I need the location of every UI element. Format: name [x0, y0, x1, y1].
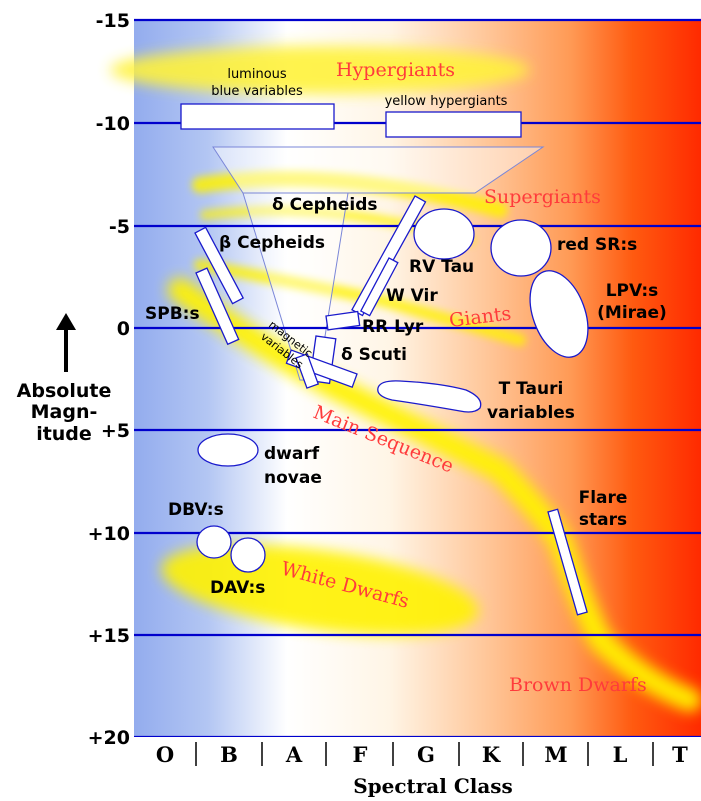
x-class-label: M [544, 742, 567, 767]
y-axis-label-1: Absolute [17, 380, 112, 402]
delta-scuti-label: δ Scuti [341, 345, 407, 365]
lbv-label-1: luminous [227, 67, 287, 82]
spb-label: SPB:s [145, 304, 200, 324]
x-class-label: A [285, 742, 303, 767]
x-class-label: G [417, 742, 435, 767]
w-vir-bar [359, 257, 399, 317]
t-tauri-shape [377, 380, 482, 413]
y-tick: 0 [117, 318, 130, 340]
x-axis-label: Spectral Class [353, 774, 513, 798]
t-tauri-label-2: variables [487, 403, 575, 423]
t-tauri-label-1: T Tauri [499, 379, 564, 399]
yellow-hypergiants-label: yellow hypergiants [385, 94, 508, 109]
dwarf-novae-ellipse [197, 433, 259, 467]
y-tick: -15 [96, 10, 130, 32]
variable-regions [180, 103, 589, 616]
w-vir-label: W Vir [386, 286, 438, 306]
y-tick: -10 [96, 113, 130, 135]
lbv-label-2: blue variables [211, 84, 303, 99]
yellow-hypergiant-box [385, 111, 522, 138]
x-class-label: T [672, 742, 688, 767]
lpv-ellipse [529, 270, 589, 358]
rv-tau-ellipse [413, 208, 475, 260]
x-axis-classes: O B A F G K M L T [156, 742, 688, 767]
dwarf-novae-label-1: dwarf [264, 444, 320, 464]
rr-lyr-label: RR Lyr [362, 317, 424, 337]
dbv-label: DBV:s [168, 500, 224, 520]
x-axis-dividers [195, 742, 654, 766]
y-axis-label-2: Magn- [31, 401, 98, 423]
lpv-label-2: (Mirae) [597, 303, 667, 323]
flare-star-bar [547, 508, 588, 616]
brown-dwarfs-label: Brown Dwarfs [509, 674, 647, 696]
y-axis-arrow [56, 313, 76, 372]
lbv-box [180, 103, 335, 130]
spb-bar [195, 267, 240, 346]
supergiant-band [192, 170, 508, 218]
red-sr-label: red SR:s [557, 235, 637, 255]
stellar-bands [110, 46, 701, 712]
instability-strip [212, 146, 545, 194]
y-axis-label-3: itude [36, 423, 92, 445]
y-tick: +20 [88, 727, 130, 749]
rv-tau-label: RV Tau [409, 257, 474, 277]
supergiants-label: Supergiants [484, 186, 601, 208]
dav-label: DAV:s [210, 578, 265, 598]
dbv-ellipse [196, 525, 232, 559]
dwarf-novae-label-2: novae [264, 468, 322, 488]
beta-cepheids-label: β Cepheids [219, 233, 325, 253]
y-tick: +5 [101, 420, 130, 442]
dav-ellipse [230, 537, 266, 573]
beta-cepheid-bar [194, 226, 245, 305]
hypergiants-label: Hypergiants [336, 59, 455, 81]
flare-stars-label-1: Flare [579, 488, 628, 508]
y-axis-ticks: -15 -10 -5 0 +5 +10 +15 +20 [88, 10, 130, 749]
x-class-label: K [482, 742, 501, 767]
x-class-label: F [353, 742, 368, 767]
x-axis-bar [134, 737, 701, 771]
x-class-label: O [156, 742, 174, 767]
y-tick: +10 [88, 523, 130, 545]
y-tick: -5 [109, 216, 130, 238]
magnetic-variables-bar-2 [295, 353, 320, 389]
flare-stars-label-2: stars [579, 510, 627, 530]
delta-cepheids-label: δ Cepheids [272, 195, 378, 215]
lpv-label-1: LPV:s [606, 281, 659, 301]
hypergiant-band [110, 46, 530, 94]
x-class-label: B [220, 742, 238, 767]
red-sr-ellipse [490, 219, 552, 277]
x-class-label: L [613, 742, 628, 767]
rr-lyr-box [325, 310, 361, 331]
y-tick: +15 [88, 625, 130, 647]
